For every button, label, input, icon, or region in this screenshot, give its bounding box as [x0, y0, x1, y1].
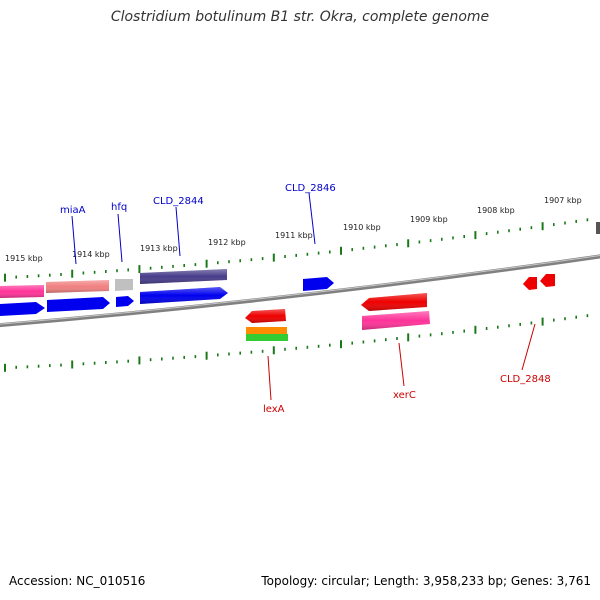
kbp-label: 1908 kbp [477, 206, 515, 215]
kbp-label: 1911 kbp [275, 231, 313, 240]
label-CLD_2848[interactable]: CLD_2848 [500, 374, 551, 385]
upper-gene-track [0, 269, 227, 298]
gene-magenta-shade [362, 311, 430, 330]
gene-labels: miaA hfq CLD_2844 CLD_2846 lexA xerC CLD… [60, 183, 551, 415]
genome-backbone [0, 254, 600, 328]
label-miaA[interactable]: miaA [60, 205, 86, 216]
kbp-label: 1915 kbp [5, 254, 43, 263]
kbp-label: 1912 kbp [208, 238, 246, 247]
gene-green[interactable] [246, 334, 288, 341]
leader-lexA [267, 355, 272, 401]
leader-miaA [71, 215, 77, 265]
gene-blue-arrow[interactable] [0, 302, 45, 316]
gene-xerC-shade [361, 293, 427, 311]
accession-text: Accession: NC_010516 [9, 574, 146, 588]
gene-blue-arrow[interactable] [47, 297, 110, 312]
label-leaders [71, 192, 536, 401]
leader-hfq [117, 213, 123, 263]
gene-miaA-shade [46, 280, 109, 293]
label-CLD_2846[interactable]: CLD_2846 [285, 183, 336, 194]
kbp-label: 1907 kbp [544, 196, 582, 205]
kbp-scale-labels: 1915 kbp 1914 kbp 1913 kbp 1912 kbp 1911… [5, 196, 582, 263]
label-xerC[interactable]: xerC [393, 390, 416, 401]
gene-pink-shade [0, 285, 44, 298]
gene-CLD_2844-shade [140, 269, 227, 284]
inner-tick-ring [4, 314, 589, 372]
gene-CLD_2846[interactable] [303, 277, 334, 291]
kbp-label: 1909 kbp [410, 215, 448, 224]
genome-summary-text: Topology: circular; Length: 3,958,233 bp… [261, 574, 591, 588]
genome-backbone-highlight [0, 254, 600, 325]
gene-blue-shade [140, 287, 228, 304]
gene-orange[interactable] [246, 327, 287, 334]
kbp-label: 1913 kbp [140, 244, 178, 253]
forward-gene-track [0, 277, 334, 316]
label-CLD_2844[interactable]: CLD_2844 [153, 196, 204, 207]
leader-CLD_2848 [521, 323, 536, 371]
label-lexA[interactable]: lexA [263, 404, 285, 415]
reverse-gene-track [245, 274, 555, 341]
gene-lexA-shade [245, 309, 286, 323]
gene-hfq[interactable] [116, 296, 134, 307]
backbone-end-marker [596, 222, 600, 234]
leader-CLD_2846 [308, 192, 316, 245]
gene-red-small[interactable] [540, 274, 555, 287]
gene-CLD_2848[interactable] [523, 277, 537, 290]
outer-tick-ring [4, 218, 589, 282]
map-title: Clostridium botulinum B1 str. Okra, comp… [110, 9, 490, 25]
leader-CLD_2844 [175, 206, 181, 257]
leader-xerC [398, 342, 405, 387]
kbp-label: 1910 kbp [343, 223, 381, 232]
kbp-label: 1914 kbp [72, 250, 110, 259]
gene-hfq-grey[interactable] [115, 279, 133, 291]
label-hfq[interactable]: hfq [111, 202, 127, 213]
